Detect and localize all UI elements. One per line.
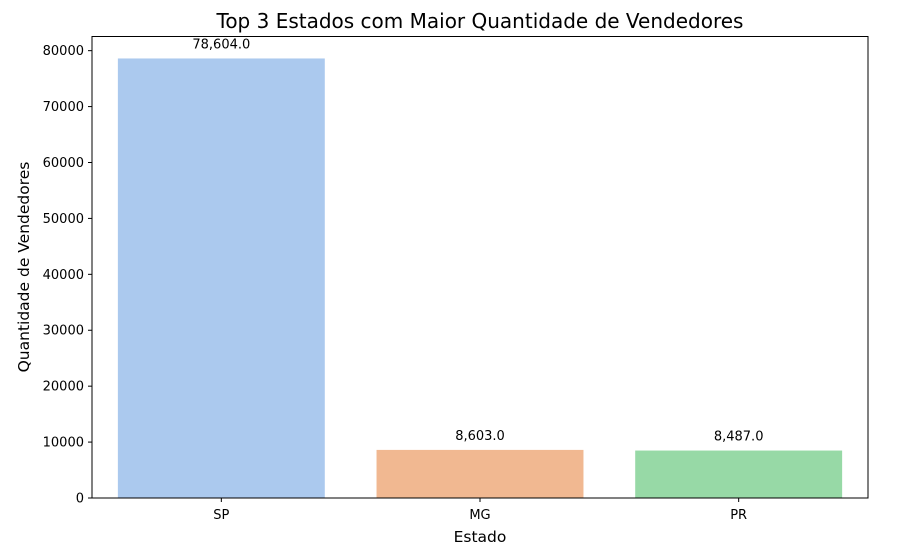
plot-frame	[91, 36, 869, 499]
bar-sp	[117, 58, 325, 499]
y-axis-ticks: 0 10000 20000 30000 40000 50000 60000 70000 8000…	[43, 44, 92, 507]
x-tick-label-mg: MG	[469, 508, 490, 523]
x-tick-label-sp: SP	[213, 508, 229, 523]
data-label-pr: 8,487.0	[714, 430, 764, 445]
y-tick-label: 20000	[43, 380, 84, 395]
y-tick-label: 10000	[43, 436, 84, 451]
chart-title: Top 3 Estados com Maior Quantidade de Ve…	[216, 9, 744, 33]
bar-mg	[376, 449, 584, 498]
bar-pr	[635, 450, 843, 498]
y-axis-label: Quantidade de Vendedores	[15, 162, 33, 373]
y-tick-label: 30000	[43, 324, 84, 339]
x-axis-ticks: SP MG PR	[213, 498, 747, 523]
data-label-mg: 8,603.0	[455, 429, 505, 444]
x-axis-label: Estado	[454, 528, 507, 546]
y-tick-label: 0	[76, 492, 84, 507]
bars-group	[117, 58, 843, 499]
y-tick-label: 60000	[43, 156, 84, 171]
y-tick-label: 70000	[43, 100, 84, 115]
data-label-sp: 78,604.0	[192, 37, 250, 52]
x-tick-label-pr: PR	[730, 508, 747, 523]
y-tick-label: 50000	[43, 212, 84, 227]
y-tick-label: 40000	[43, 268, 84, 283]
data-labels: 78,604.0 8,603.0 8,487.0	[192, 37, 763, 444]
y-tick-label: 80000	[43, 44, 84, 59]
